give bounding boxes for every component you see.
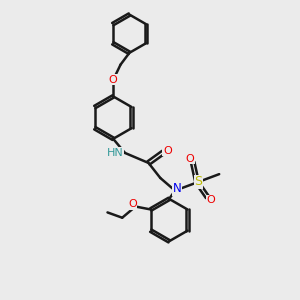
Text: S: S — [194, 175, 202, 188]
Text: HN: HN — [107, 148, 124, 158]
Text: O: O — [207, 195, 216, 205]
Text: N: N — [173, 182, 182, 195]
Text: O: O — [128, 200, 137, 209]
Text: O: O — [163, 146, 172, 156]
Text: O: O — [185, 154, 194, 164]
Text: O: O — [109, 75, 118, 85]
